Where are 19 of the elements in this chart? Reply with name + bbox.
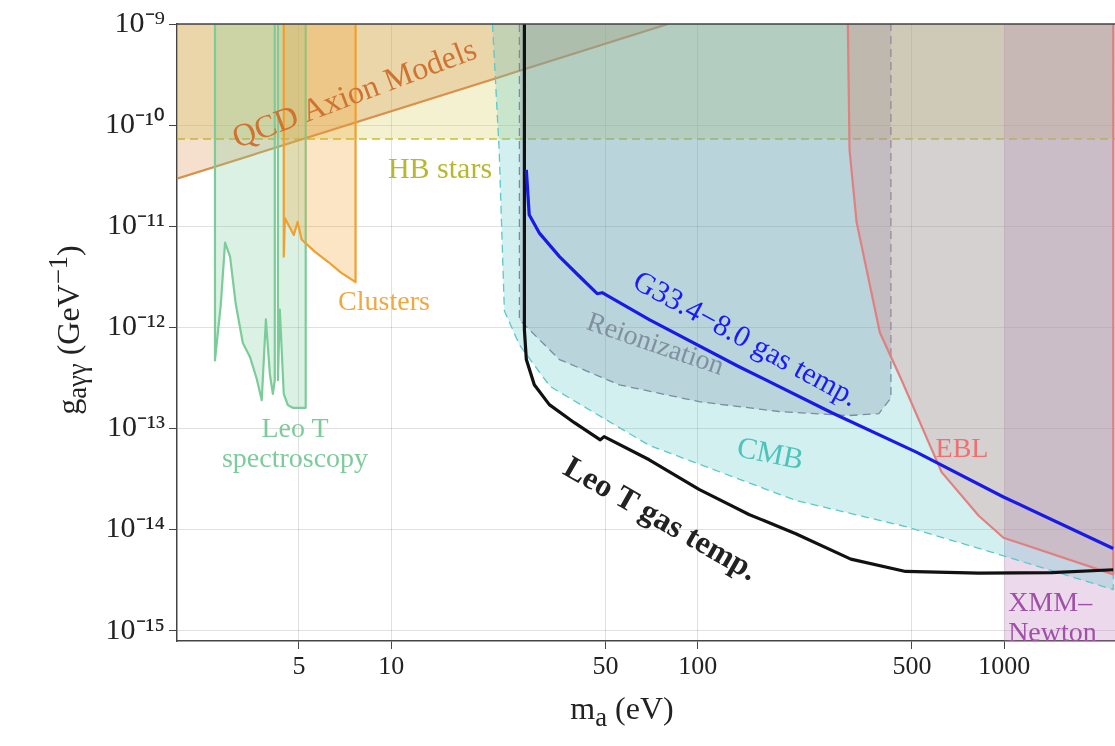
x-tick-label: 10	[378, 651, 405, 681]
x-tick-label: 100	[678, 651, 718, 681]
annotation: Leo T spectroscopy	[221, 412, 369, 474]
x-tick-label: 1000	[978, 651, 1031, 681]
y-tick-label: 10⁻¹¹	[107, 207, 165, 241]
x-tick-label: 50	[592, 651, 619, 681]
band-label: XMM–Newton	[1008, 586, 1097, 648]
y-tick-label: 10⁻¹⁴	[105, 510, 165, 544]
y-tick-label: 10⁻¹⁵	[105, 611, 165, 645]
x-tick-label: 5	[292, 651, 306, 681]
x-tick-label: 500	[892, 651, 932, 681]
x-axis-title: m$_{a}$ (eV)	[569, 690, 675, 734]
y-tick-label: 10⁻⁹	[114, 4, 165, 38]
annotation: Clusters	[338, 285, 430, 317]
annotation: EBL	[935, 432, 989, 464]
annotation: CMB	[734, 429, 807, 476]
y-tick-label: 10⁻¹²	[107, 308, 165, 342]
y-tick-label: 10⁻¹⁰	[105, 105, 165, 139]
y-tick-label: 10⁻¹³	[107, 409, 165, 443]
